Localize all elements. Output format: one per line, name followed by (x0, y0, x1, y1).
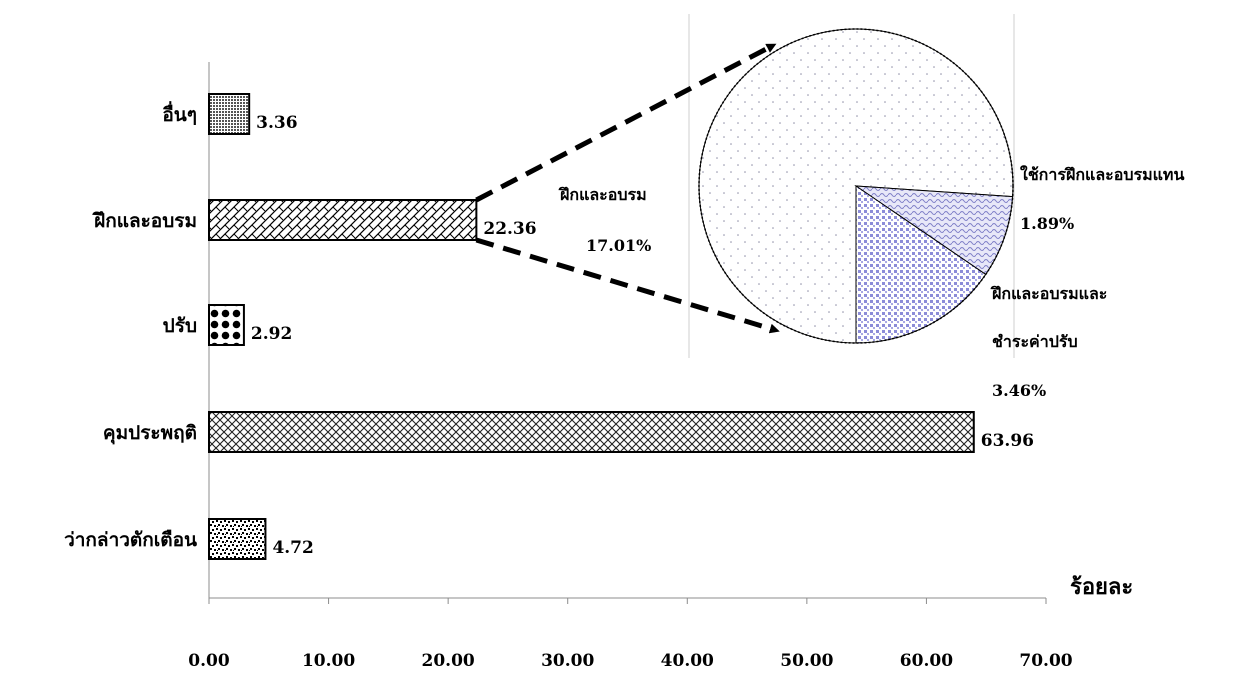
x-tick-label: 70.00 (1019, 651, 1072, 668)
pie-layer: ฝึกและอบรม 17.01% ใช้การฝึกและอบรมแทน 1.89%… (475, 14, 1184, 400)
connector-arrow (475, 237, 780, 334)
data-label: 63.96 (981, 431, 1034, 451)
bar (208, 411, 975, 453)
x-tick-label: 0.00 (188, 651, 230, 668)
pie-slice-label: ฝึกและอบรม (558, 185, 647, 204)
x-tick-label: 10.00 (302, 651, 355, 668)
category-label: คุมประพฤติ (103, 422, 197, 445)
data-label: 22.36 (483, 219, 536, 239)
data-label: 3.36 (256, 113, 297, 133)
pie-outline (698, 28, 1014, 344)
bar (208, 518, 267, 560)
bars-layer: อื่นๆ 3.36 ฝึกและอบรม 22.36 ปรับ 2.92 คุมประพฤ… (64, 93, 1034, 560)
data-label: 4.72 (272, 538, 313, 558)
pie-value-label: 3.46% (992, 381, 1046, 400)
bar (208, 93, 251, 135)
data-label: 2.92 (251, 324, 292, 344)
category-label: อื่นๆ (162, 101, 197, 126)
x-tick-label: 60.00 (900, 651, 953, 668)
bar (208, 199, 478, 241)
x-tick-label: 40.00 (661, 651, 714, 668)
pie-value-label: 1.89% (1020, 214, 1074, 233)
category-label: ปรับ (163, 315, 197, 337)
bar (208, 304, 245, 346)
x-axis-title: ร้อยละ (1070, 574, 1133, 600)
x-tick-label: 50.00 (780, 651, 833, 668)
category-label: ว่ากล่าวตักเตือน (64, 529, 197, 551)
x-tick-label: 30.00 (541, 651, 594, 668)
pie-slice-label: ชำระค่าปรับ (992, 332, 1078, 351)
x-tick-label: 20.00 (422, 651, 475, 668)
pie-slice-label: ใช้การฝึกและอบรมแทน (1020, 165, 1184, 184)
category-label: ฝึกและอบรม (92, 210, 197, 232)
pie-slice-label: ฝึกและอบรมและ (990, 284, 1108, 303)
axis-layer: 0.00 10.00 20.00 30.00 40.00 50.00 60.00 70.00 (188, 62, 1073, 671)
pie-value-label: 17.01% (586, 236, 651, 255)
